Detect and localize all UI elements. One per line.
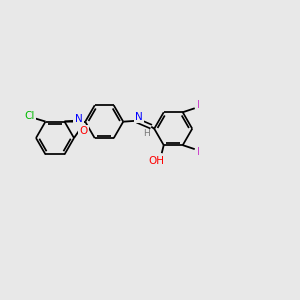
Text: I: I	[197, 147, 200, 157]
Text: I: I	[197, 100, 200, 110]
Text: H: H	[143, 129, 150, 138]
Text: N: N	[75, 114, 83, 124]
Text: N: N	[135, 112, 143, 122]
Text: O: O	[79, 126, 88, 136]
Text: Cl: Cl	[24, 110, 35, 121]
Text: OH: OH	[149, 156, 165, 166]
